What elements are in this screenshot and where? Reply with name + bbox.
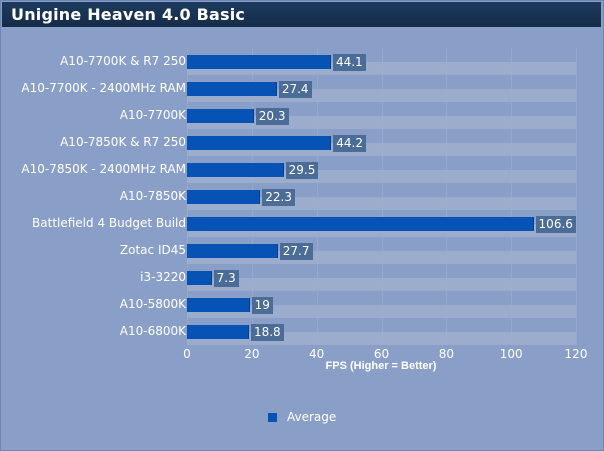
value-label: 22.3 (262, 188, 295, 206)
gridline (316, 48, 318, 345)
value-label: 18.8 (250, 323, 284, 341)
gridline (576, 48, 577, 345)
value-label: 44.1 (332, 53, 366, 71)
bar (187, 55, 331, 69)
value-label: 106.6 (535, 215, 576, 233)
legend: Average (268, 410, 336, 424)
chart-title: Unigine Heaven 4.0 Basic (11, 5, 246, 24)
value-label: 29.5 (285, 161, 319, 179)
value-label: 44.2 (333, 134, 366, 152)
gridline (511, 48, 513, 345)
value-label: 27.4 (278, 80, 312, 98)
bar (187, 82, 277, 96)
category-label: A10-6800K (119, 324, 186, 338)
legend-label: Average (287, 410, 337, 424)
bar (187, 298, 250, 312)
gridline (446, 48, 448, 345)
x-tick-label: 120 (564, 347, 588, 361)
bar (187, 217, 534, 231)
x-tick-label: 0 (183, 347, 191, 361)
category-label: A10-7850K - 2400MHz RAM (21, 162, 186, 176)
bar (187, 325, 249, 339)
x-tick-label: 60 (373, 347, 390, 361)
category-label: A10-5800K (119, 297, 186, 311)
x-axis-label: FPS (Higher = Better) (325, 360, 437, 372)
value-label: 19 (251, 296, 273, 314)
title-bar: Unigine Heaven 4.0 Basic (2, 2, 601, 27)
category-label: A10-7700K (119, 108, 186, 122)
category-label: A10-7700K - 2400MHz RAM (21, 81, 186, 95)
category-label: Battlefield 4 Budget Build (32, 216, 186, 230)
value-label: 20.3 (255, 107, 289, 125)
x-tick-label: 80 (438, 347, 454, 361)
category-label: A10-7700K & R7 250 (60, 54, 186, 68)
category-label: Zotac ID45 (119, 243, 186, 257)
x-tick-label: 40 (309, 347, 325, 361)
bar (187, 190, 261, 204)
legend-swatch (268, 412, 277, 422)
bar (187, 136, 332, 150)
category-label: i3-3220 (140, 270, 186, 284)
x-tick-label: 100 (499, 347, 523, 361)
value-label: 7.3 (213, 269, 239, 287)
bar (187, 244, 278, 258)
category-label: A10-7850K & R7 250 (60, 135, 186, 149)
bar (187, 163, 284, 177)
x-tick-label: 20 (244, 347, 260, 361)
value-label: 27.7 (279, 242, 313, 260)
bar (187, 109, 254, 123)
category-label: A10-7850K (119, 189, 186, 203)
gridline (381, 48, 383, 345)
bar (187, 271, 212, 285)
